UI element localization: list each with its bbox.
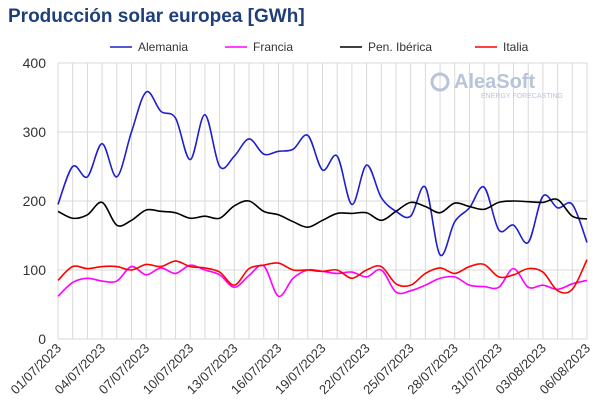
legend-label: Pen. Ibérica: [368, 40, 432, 54]
series-line: [57, 90, 588, 257]
chart-title: Producción solar europea [GWh]: [8, 6, 305, 27]
watermark: AleaSoft ENERGY FORECASTING: [430, 71, 563, 100]
logo-tagline: ENERGY FORECASTING: [481, 93, 563, 100]
y-tick-label: 0: [38, 331, 46, 347]
series-line: [57, 198, 588, 229]
logo-icon: [430, 72, 450, 92]
legend-label: Alemania: [138, 40, 188, 54]
logo-name: AleaSoft: [454, 71, 535, 93]
y-tick-label: 200: [23, 193, 47, 209]
y-tick-label: 300: [23, 124, 47, 140]
y-tick-label: 100: [23, 262, 47, 278]
series-line: [57, 259, 588, 294]
legend-label: Francia: [253, 40, 293, 54]
y-tick-label: 400: [23, 55, 47, 71]
legend-label: Italia: [503, 40, 529, 54]
